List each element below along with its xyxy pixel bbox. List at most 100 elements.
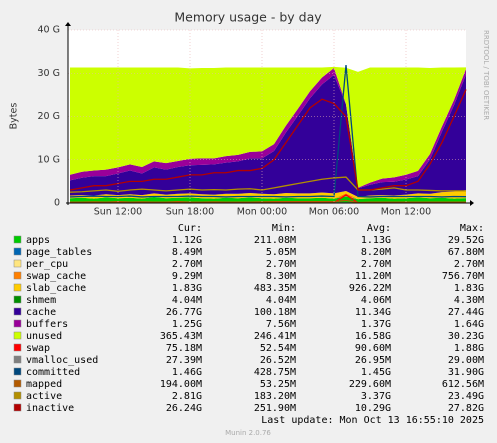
legend-swatch xyxy=(13,391,22,400)
legend-label: active xyxy=(26,391,62,402)
y-tick-label: 0 xyxy=(54,198,60,209)
legend-stat: 2.70M xyxy=(361,259,391,270)
legend-stat: 53.25M xyxy=(260,379,296,390)
legend-stat: 52.54M xyxy=(260,343,296,354)
legend-stat: 1.12G xyxy=(172,235,202,246)
legend-stat: 7.56M xyxy=(266,319,296,330)
legend-stat: 26.77G xyxy=(166,307,202,318)
legend-stat: 1.46G xyxy=(172,367,202,378)
legend-stat: 365.43M xyxy=(160,331,202,342)
x-tick-label: Sun 12:00 xyxy=(94,207,142,218)
legend-stat: 2.70M xyxy=(172,259,202,270)
legend-stat: 4.04M xyxy=(172,295,202,306)
line xyxy=(70,199,467,204)
legend-swatch xyxy=(13,355,22,364)
legend-stat: 29.00M xyxy=(448,355,484,366)
legend-label: cache xyxy=(26,307,56,318)
legend-stat: 483.35M xyxy=(254,283,296,294)
plot xyxy=(69,64,467,204)
legend-swatch xyxy=(13,307,22,316)
legend-stat: 2.70M xyxy=(454,259,484,270)
legend-stat: 8.20M xyxy=(361,247,391,258)
legend-swatch xyxy=(13,259,22,268)
legend-header: Min: xyxy=(272,223,296,234)
area xyxy=(70,66,466,188)
legend-stat: 4.04M xyxy=(266,295,296,306)
legend-stat: 2.70M xyxy=(266,259,296,270)
legend-stat: 251.90M xyxy=(254,403,296,414)
legend-swatch xyxy=(13,331,22,340)
legend-label: mapped xyxy=(26,379,62,390)
y-arrow xyxy=(65,22,71,26)
legend-swatch xyxy=(13,403,22,412)
legend-header: Max: xyxy=(460,223,484,234)
legend-stat: 26.24G xyxy=(166,403,202,414)
line xyxy=(69,176,467,193)
legend-header: Avg: xyxy=(367,223,391,234)
y-tick-label: 40 G xyxy=(38,25,60,36)
legend-stat: 1.88G xyxy=(454,343,484,354)
legend-label: buffers xyxy=(26,319,68,330)
legend-stat: 428.75M xyxy=(254,367,296,378)
legend-stat: 90.60M xyxy=(355,343,391,354)
legend-label: apps xyxy=(26,235,50,246)
legend-stat: 2.81G xyxy=(172,391,202,402)
legend-stat: 27.82G xyxy=(448,403,484,414)
legend-label: shmem xyxy=(26,295,56,306)
legend-stat: 183.20M xyxy=(254,391,296,402)
x-tick-label: Mon 06:00 xyxy=(309,207,359,218)
x-tick-label: Sun 18:00 xyxy=(166,207,214,218)
legend-stat: 27.39M xyxy=(166,355,202,366)
legend-stat: 1.45G xyxy=(361,367,391,378)
legend-label: slab_cache xyxy=(26,283,86,294)
legend-stat: 67.80M xyxy=(448,247,484,258)
legend-swatch xyxy=(13,271,22,280)
legend-stat: 23.49G xyxy=(448,391,484,402)
legend-stat: 11.20M xyxy=(355,271,391,282)
legend-swatch xyxy=(13,283,22,292)
legend-stat: 1.83G xyxy=(172,283,202,294)
legend-swatch xyxy=(13,235,22,244)
legend-swatch xyxy=(13,343,22,352)
legend-stat: 1.25G xyxy=(172,319,202,330)
legend-stat: 229.60M xyxy=(349,379,391,390)
legend-stat: 612.56M xyxy=(442,379,484,390)
legend-stat: 8.30M xyxy=(266,271,296,282)
legend-label: committed xyxy=(26,367,80,378)
legend-stat: 27.44G xyxy=(448,307,484,318)
x-arrow xyxy=(470,200,474,206)
line xyxy=(69,89,467,191)
x-tick-label: Mon 00:00 xyxy=(237,207,287,218)
legend-stat: 8.49M xyxy=(172,247,202,258)
legend-stat: 16.58G xyxy=(355,331,391,342)
legend-swatch xyxy=(13,367,22,376)
legend-stat: 31.90G xyxy=(448,367,484,378)
legend-swatch xyxy=(13,319,22,328)
legend-label: swap_cache xyxy=(26,271,86,282)
line xyxy=(69,64,467,198)
y-axis-label: Bytes xyxy=(9,103,20,130)
last-update: Last update: Mon Oct 13 16:55:10 2025 xyxy=(261,415,484,426)
legend-stat: 100.18M xyxy=(254,307,296,318)
legend-stat: 3.37G xyxy=(361,391,391,402)
x-tick-label: Mon 12:00 xyxy=(381,207,431,218)
legend-stat: 756.70M xyxy=(442,271,484,282)
legend-swatch xyxy=(13,295,22,304)
legend-stat: 1.83G xyxy=(454,283,484,294)
legend-stat: 1.13G xyxy=(361,235,391,246)
legend-stat: 1.37G xyxy=(361,319,391,330)
legend-label: unused xyxy=(26,331,62,342)
chart-title: Memory usage - by day xyxy=(174,10,322,25)
side-text: RRDTOOL / TOBI OETIKER xyxy=(482,30,490,120)
legend-stat: 26.52M xyxy=(260,355,296,366)
legend-label: inactive xyxy=(26,403,74,414)
legend-stat: 30.23G xyxy=(448,331,484,342)
legend-stat: 5.05M xyxy=(266,247,296,258)
y-tick-label: 30 G xyxy=(38,68,60,79)
y-tick-label: 20 G xyxy=(38,111,60,122)
legend-label: vmalloc_used xyxy=(26,355,98,366)
legend-stat: 194.00M xyxy=(160,379,202,390)
legend-label: page_tables xyxy=(26,247,92,258)
legend-stat: 26.95M xyxy=(355,355,391,366)
